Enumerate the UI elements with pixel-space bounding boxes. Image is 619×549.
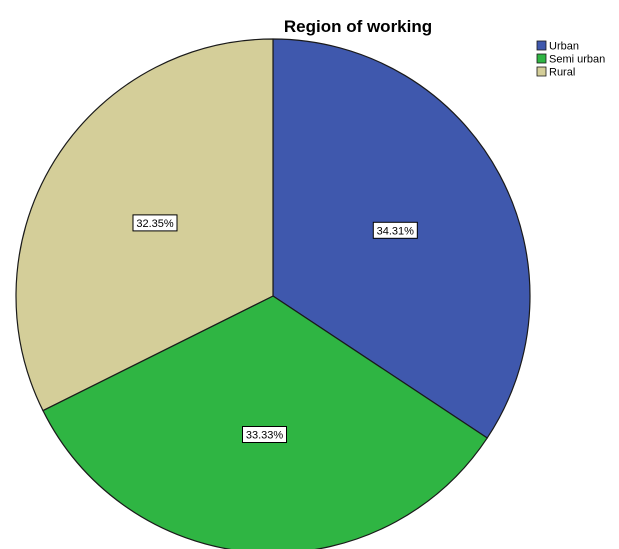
chart-title: Region of working: [284, 17, 432, 36]
legend-swatch: [536, 66, 547, 77]
data-label-text: 33.33%: [246, 430, 284, 442]
data-label-box: [372, 221, 418, 239]
legend-label: Rural: [549, 67, 575, 79]
data-label-box: [242, 426, 287, 443]
data-label-box: [132, 214, 178, 232]
legend-item-rural: Rural: [536, 66, 575, 79]
pie-data-labels: 34.31% 33.33% 32.35%: [132, 214, 418, 443]
legend-item-semi-urban: Semi urban: [536, 53, 605, 66]
legend-item-urban: Urban: [536, 40, 579, 53]
data-label-rural: 32.35%: [132, 214, 178, 232]
data-label-text: 34.31%: [377, 225, 415, 237]
legend-label: Urban: [549, 41, 579, 53]
legend-swatch: [536, 53, 547, 64]
data-label-urban: 34.31%: [372, 221, 418, 239]
data-label-text: 32.35%: [136, 218, 174, 230]
data-label-semi-urban: 33.33%: [242, 426, 287, 443]
legend-label: Semi urban: [549, 54, 605, 66]
pie-slice-semi-urban: [42, 295, 488, 549]
pie-slices: [15, 38, 531, 549]
legend-swatch: [536, 40, 547, 51]
